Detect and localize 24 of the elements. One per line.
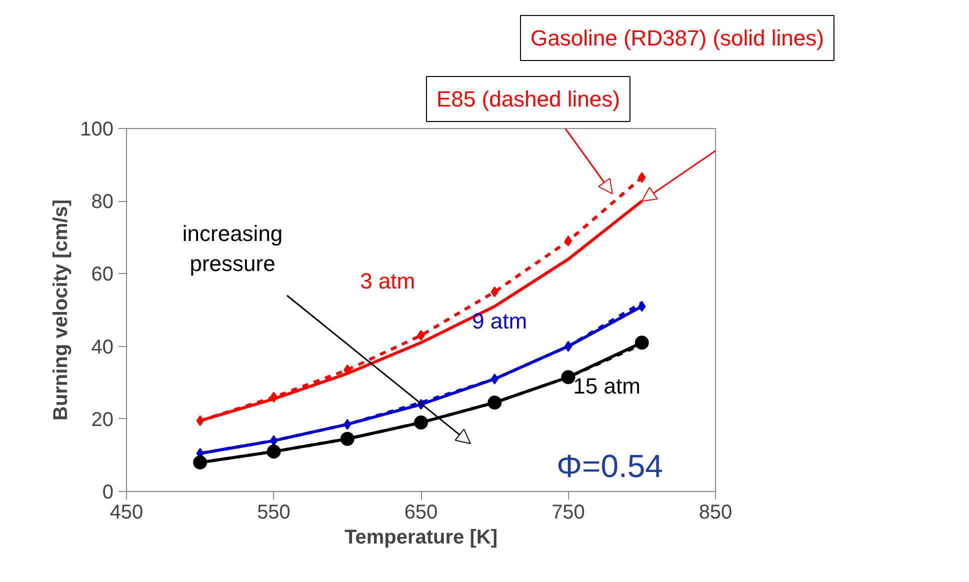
- point: [564, 236, 572, 247]
- y-tick-label: 40: [91, 336, 114, 358]
- annotation: Φ=0.54: [556, 448, 663, 484]
- text: E85 (dashed lines): [436, 86, 620, 112]
- point: [270, 392, 278, 403]
- series-label: 15 atm: [573, 374, 640, 399]
- annotation: increasing pressure: [182, 220, 283, 276]
- x-tick-label: 550: [257, 502, 290, 524]
- series-label: 9 atm: [472, 308, 528, 334]
- y-tick-label: 100: [80, 118, 114, 140]
- y-axis-title: Burning velocity [cm/s]: [50, 199, 72, 421]
- x-tick-label: 450: [110, 502, 144, 524]
- x-tick-label: 850: [698, 502, 732, 524]
- point: [193, 455, 208, 470]
- x-tick-label: 650: [404, 502, 438, 524]
- y-tick-label: 60: [91, 264, 114, 286]
- y-tick-label: 0: [102, 482, 114, 504]
- x-tick-label: 750: [552, 502, 585, 524]
- y-tick-label: 80: [91, 191, 114, 214]
- x-axis-title: Temperature [K]: [344, 526, 498, 548]
- point: [634, 336, 649, 350]
- annotation: Gasoline (RD387) (solid lines): [530, 26, 824, 50]
- text: 3 atm: [360, 268, 416, 294]
- y-tick-label: 20: [91, 408, 114, 431]
